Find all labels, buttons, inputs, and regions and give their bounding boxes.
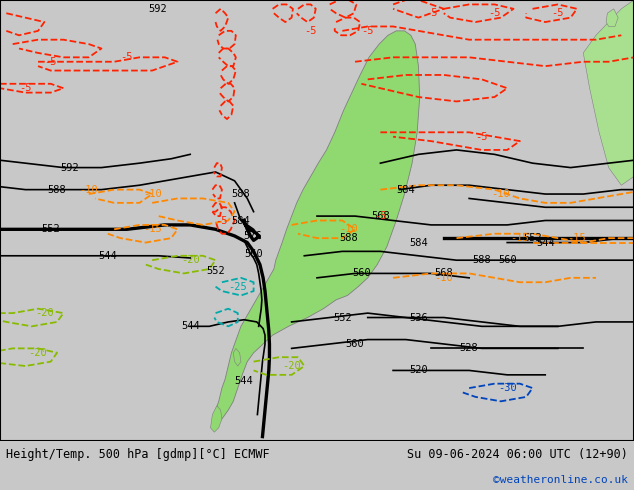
Text: -5: -5 bbox=[120, 52, 133, 62]
Polygon shape bbox=[211, 31, 420, 428]
Text: -5: -5 bbox=[216, 216, 228, 225]
Text: 576: 576 bbox=[243, 231, 262, 241]
Polygon shape bbox=[583, 0, 634, 185]
Text: -10: -10 bbox=[491, 189, 510, 199]
Text: -5: -5 bbox=[552, 8, 564, 18]
Text: 552: 552 bbox=[206, 266, 225, 276]
Text: 544: 544 bbox=[536, 238, 555, 247]
Text: -15: -15 bbox=[567, 233, 586, 243]
Text: -5: -5 bbox=[476, 132, 488, 142]
Text: 588: 588 bbox=[472, 255, 491, 265]
Text: -5: -5 bbox=[425, 8, 437, 18]
Text: -25: -25 bbox=[228, 282, 247, 292]
Text: 588: 588 bbox=[231, 189, 250, 199]
Text: 544: 544 bbox=[235, 376, 254, 387]
Text: -5: -5 bbox=[488, 8, 501, 18]
Text: -20: -20 bbox=[29, 348, 48, 358]
Text: -5: -5 bbox=[361, 26, 374, 36]
Text: -5: -5 bbox=[304, 26, 317, 36]
Text: 552: 552 bbox=[523, 233, 542, 243]
Text: 544: 544 bbox=[98, 251, 117, 261]
Text: -10: -10 bbox=[339, 224, 358, 234]
Text: -20: -20 bbox=[181, 255, 200, 265]
Text: 536: 536 bbox=[409, 313, 428, 322]
Text: 588: 588 bbox=[339, 233, 358, 243]
Text: 560: 560 bbox=[498, 255, 517, 265]
Text: -5: -5 bbox=[19, 83, 32, 93]
Text: -10: -10 bbox=[434, 273, 453, 283]
Polygon shape bbox=[210, 406, 222, 432]
Text: 592: 592 bbox=[148, 4, 167, 14]
Polygon shape bbox=[606, 9, 618, 26]
Text: -15: -15 bbox=[510, 233, 529, 243]
Text: 592: 592 bbox=[60, 163, 79, 172]
Text: -20: -20 bbox=[35, 308, 54, 318]
Text: 560: 560 bbox=[346, 339, 365, 349]
Text: -20: -20 bbox=[282, 361, 301, 371]
Text: 584: 584 bbox=[231, 216, 250, 225]
Text: -10: -10 bbox=[79, 185, 98, 195]
Text: 552: 552 bbox=[333, 313, 352, 322]
Text: -5: -5 bbox=[374, 211, 387, 221]
Text: Height/Temp. 500 hPa [gdmp][°C] ECMWF: Height/Temp. 500 hPa [gdmp][°C] ECMWF bbox=[6, 448, 270, 462]
Text: 560: 560 bbox=[352, 269, 371, 278]
Text: 584: 584 bbox=[396, 185, 415, 195]
Text: 528: 528 bbox=[460, 343, 479, 353]
Polygon shape bbox=[233, 348, 241, 366]
Text: 520: 520 bbox=[409, 366, 428, 375]
Text: 568: 568 bbox=[434, 269, 453, 278]
Text: -15: -15 bbox=[143, 224, 162, 234]
Text: Su 09-06-2024 06:00 UTC (12+90): Su 09-06-2024 06:00 UTC (12+90) bbox=[407, 448, 628, 462]
Text: 584: 584 bbox=[409, 238, 428, 247]
Text: -5: -5 bbox=[44, 57, 57, 67]
Text: ©weatheronline.co.uk: ©weatheronline.co.uk bbox=[493, 475, 628, 485]
Text: 588: 588 bbox=[48, 185, 67, 195]
Text: 552: 552 bbox=[41, 224, 60, 234]
Text: -10: -10 bbox=[143, 189, 162, 199]
Text: -30: -30 bbox=[498, 383, 517, 393]
Text: 568: 568 bbox=[371, 211, 390, 221]
Text: 544: 544 bbox=[181, 321, 200, 331]
Text: 560: 560 bbox=[244, 248, 263, 259]
